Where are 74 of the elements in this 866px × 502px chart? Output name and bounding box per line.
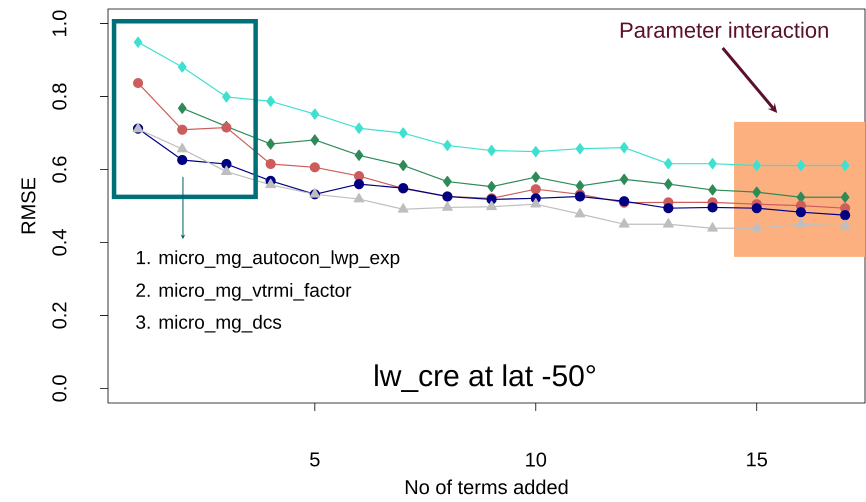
point — [708, 158, 717, 170]
point — [134, 36, 142, 48]
annotation: 3. micro_mg_dcs — [136, 314, 282, 333]
point — [840, 192, 850, 203]
annotation: 1. micro_mg_autocon_lwp_exp — [136, 250, 400, 268]
point — [752, 160, 762, 172]
point — [398, 127, 408, 139]
annotation: Parameter interaction — [620, 22, 828, 38]
point — [265, 178, 276, 188]
point — [132, 78, 144, 88]
point — [310, 162, 320, 172]
point — [354, 192, 364, 202]
point — [618, 218, 630, 228]
point — [708, 184, 717, 196]
y-tick-label: 0.0 — [52, 375, 66, 402]
point — [177, 124, 188, 135]
annotation: lw_cre at lat -50° — [375, 364, 596, 392]
point — [266, 158, 276, 170]
point — [177, 154, 188, 166]
x-axis-title: No of terms added — [406, 480, 568, 494]
point — [398, 203, 409, 213]
point — [751, 222, 762, 232]
point — [796, 218, 806, 228]
point — [310, 108, 320, 120]
point — [176, 142, 188, 152]
point — [443, 176, 452, 188]
y-tick-label: 0.8 — [52, 84, 66, 110]
x-tick-label: 15 — [747, 452, 768, 466]
point — [354, 150, 364, 161]
point — [752, 203, 762, 214]
point — [664, 158, 673, 170]
y-tick-label: 0.4 — [52, 229, 66, 256]
point — [752, 186, 762, 198]
point — [354, 122, 364, 134]
point — [796, 160, 806, 172]
point — [662, 218, 674, 228]
point — [663, 203, 674, 214]
point — [576, 143, 584, 154]
point — [840, 220, 850, 230]
point — [531, 172, 540, 183]
x-tick-label: 5 — [310, 452, 320, 466]
point — [443, 140, 452, 152]
point — [530, 198, 542, 208]
point — [222, 91, 231, 103]
point — [530, 184, 541, 194]
point — [487, 144, 496, 156]
y-tick-label: 0.2 — [52, 302, 66, 329]
point — [354, 179, 364, 190]
point — [620, 142, 629, 154]
point — [221, 166, 232, 176]
point — [178, 102, 187, 114]
y-axis-title: RMSE — [21, 178, 36, 234]
point — [266, 138, 275, 150]
point — [310, 134, 320, 146]
y-tick-label: 1.0 — [52, 10, 66, 36]
point — [796, 207, 806, 218]
point — [574, 208, 586, 218]
y-tick-label: 0.6 — [52, 156, 66, 183]
point — [398, 160, 408, 172]
point — [574, 191, 586, 202]
point — [707, 202, 718, 213]
x-tick-label: 10 — [526, 452, 546, 467]
point — [487, 181, 496, 192]
point — [620, 174, 629, 185]
annotation: 2. micro_mg_vtrmi_factor — [136, 283, 352, 301]
point — [664, 178, 673, 190]
point — [266, 96, 275, 107]
point — [840, 210, 850, 220]
point — [707, 222, 718, 232]
point — [531, 146, 540, 158]
point — [840, 160, 850, 172]
point — [486, 200, 497, 210]
point — [178, 61, 187, 73]
point — [442, 201, 453, 211]
